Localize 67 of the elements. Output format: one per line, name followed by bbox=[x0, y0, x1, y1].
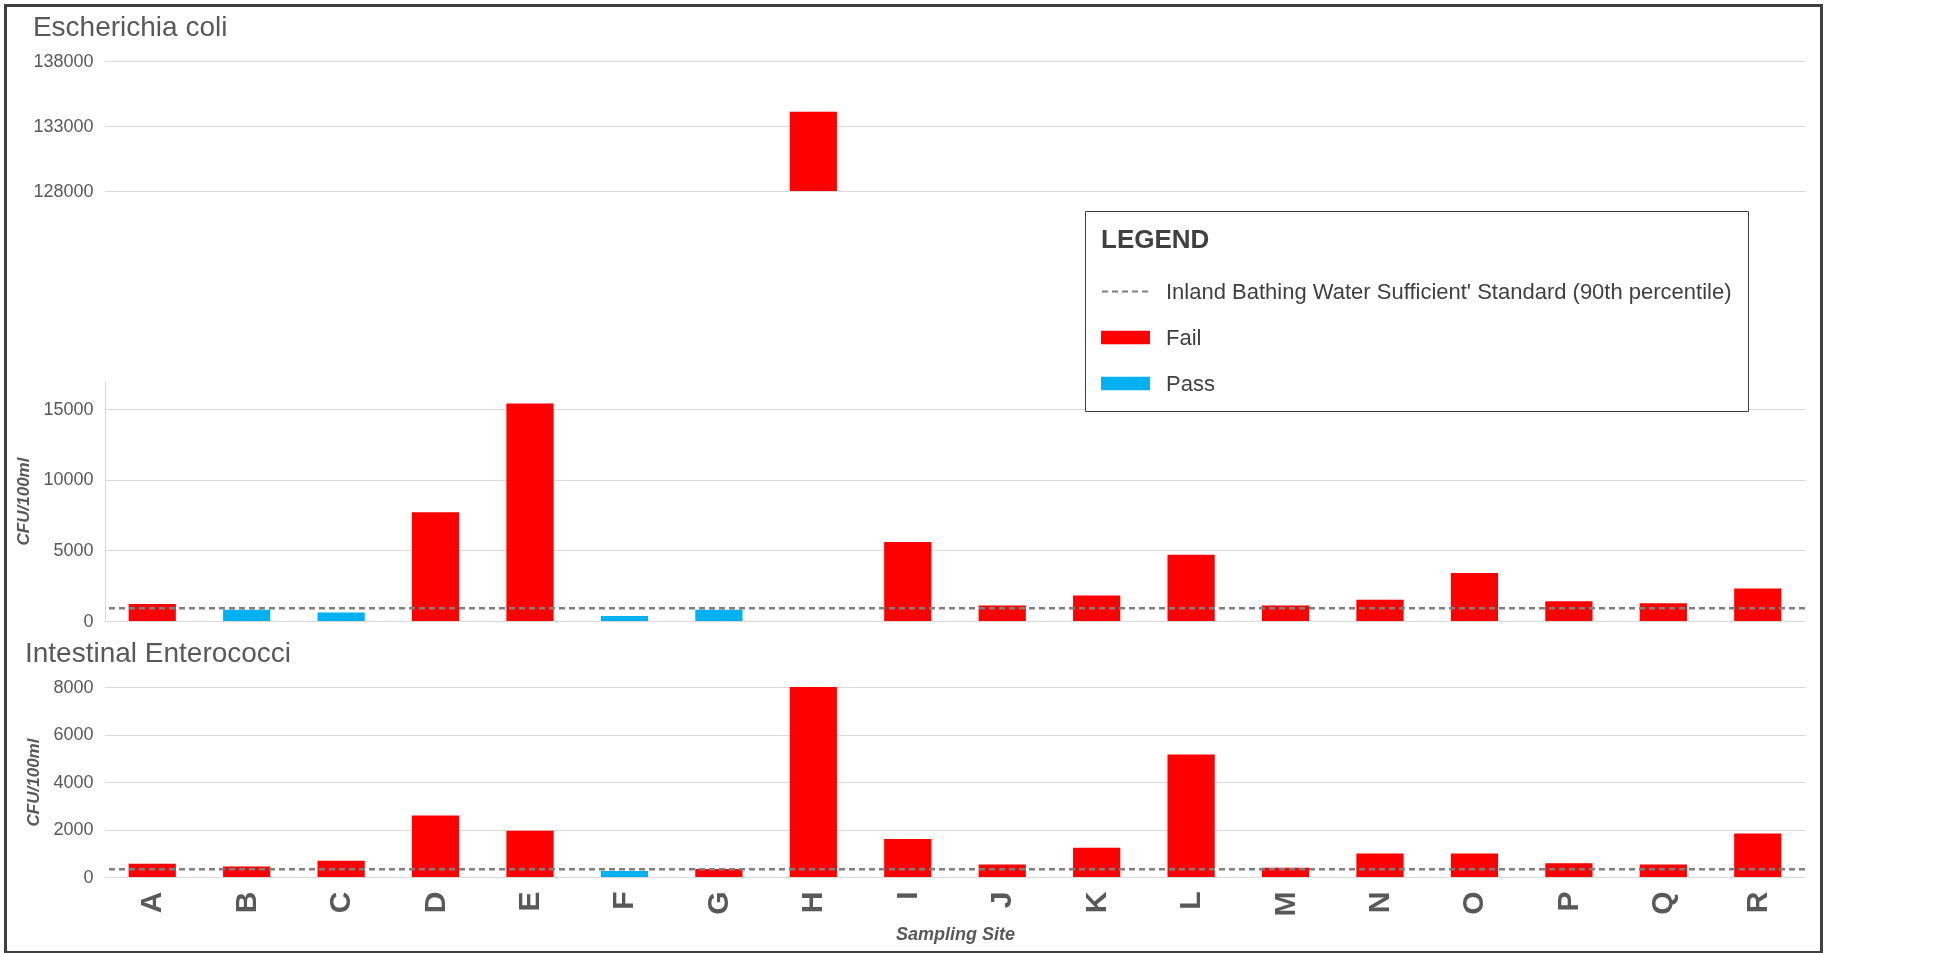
legend-label: Pass bbox=[1166, 370, 1215, 396]
x-tick-label: K bbox=[1078, 891, 1112, 914]
y-tick-label: 128000 bbox=[33, 180, 94, 201]
bar bbox=[884, 541, 932, 621]
x-tick-label: R bbox=[1739, 891, 1773, 914]
y-tick-label: 2000 bbox=[53, 819, 94, 839]
y-axis-title: CFU/100ml bbox=[24, 737, 44, 827]
x-tick-label: N bbox=[1362, 891, 1395, 914]
y-tick-label: 0 bbox=[83, 610, 94, 631]
bar bbox=[600, 616, 649, 621]
y-axis-title: CFU/100ml bbox=[14, 456, 34, 546]
bar bbox=[978, 864, 1026, 877]
y-tick-label: 8000 bbox=[53, 676, 94, 697]
legend-label: Fail bbox=[1166, 324, 1202, 350]
bar bbox=[1356, 853, 1404, 877]
bar bbox=[884, 839, 932, 877]
bar bbox=[223, 609, 271, 621]
x-tick-label: Q bbox=[1645, 891, 1679, 915]
x-tick-label: M bbox=[1267, 891, 1301, 917]
bar bbox=[1639, 864, 1687, 877]
bar bbox=[695, 609, 743, 621]
bar bbox=[317, 612, 365, 621]
x-tick-label: B bbox=[228, 891, 262, 914]
bar bbox=[506, 403, 554, 621]
bar bbox=[600, 871, 649, 877]
y-tick-label: 5000 bbox=[53, 539, 94, 560]
legend-label: Inland Bathing Water Sufficient' Standard (90th percentile) bbox=[1166, 278, 1732, 304]
bar bbox=[695, 868, 743, 877]
bar bbox=[1639, 603, 1687, 621]
chart-title: Escherichia coli bbox=[32, 11, 228, 42]
x-tick-label: E bbox=[512, 891, 545, 912]
x-tick-label: L bbox=[1173, 891, 1207, 910]
x-tick-label: D bbox=[417, 891, 451, 914]
bar bbox=[1450, 853, 1499, 877]
x-tick-label: O bbox=[1456, 891, 1490, 915]
bar bbox=[1734, 833, 1782, 877]
bar bbox=[1545, 601, 1593, 621]
x-tick-label: A bbox=[134, 891, 168, 914]
bar bbox=[1545, 863, 1593, 877]
y-tick-label: 15000 bbox=[43, 398, 94, 419]
x-tick-label: J bbox=[984, 891, 1018, 909]
y-tick-label: 6000 bbox=[53, 724, 94, 744]
bar bbox=[317, 860, 365, 877]
bar bbox=[1167, 554, 1215, 621]
y-tick-label: 0 bbox=[83, 866, 94, 887]
bar bbox=[1734, 588, 1782, 621]
x-tick-label: I bbox=[889, 891, 923, 900]
x-tick-label: H bbox=[795, 891, 829, 914]
bar bbox=[411, 815, 460, 877]
x-axis-title: Sampling Site bbox=[895, 924, 1016, 945]
x-tick-label: F bbox=[606, 891, 640, 910]
y-tick-label: 10000 bbox=[43, 469, 94, 490]
bar bbox=[1073, 595, 1121, 621]
bar bbox=[1450, 573, 1499, 621]
x-tick-label: C bbox=[323, 891, 357, 914]
y-tick-label: 133000 bbox=[33, 115, 94, 136]
bar bbox=[1167, 754, 1215, 877]
y-tick-label: 4000 bbox=[53, 771, 94, 792]
bar bbox=[789, 687, 837, 877]
y-tick-label: 138000 bbox=[33, 50, 94, 71]
x-tick-label: G bbox=[700, 891, 734, 915]
bar bbox=[411, 512, 460, 621]
x-tick-label: P bbox=[1550, 891, 1584, 912]
chart-title: Intestinal Enterococci bbox=[24, 637, 292, 668]
legend-title: LEGEND bbox=[1101, 224, 1210, 254]
bar bbox=[506, 830, 554, 877]
bar bbox=[1073, 847, 1121, 877]
